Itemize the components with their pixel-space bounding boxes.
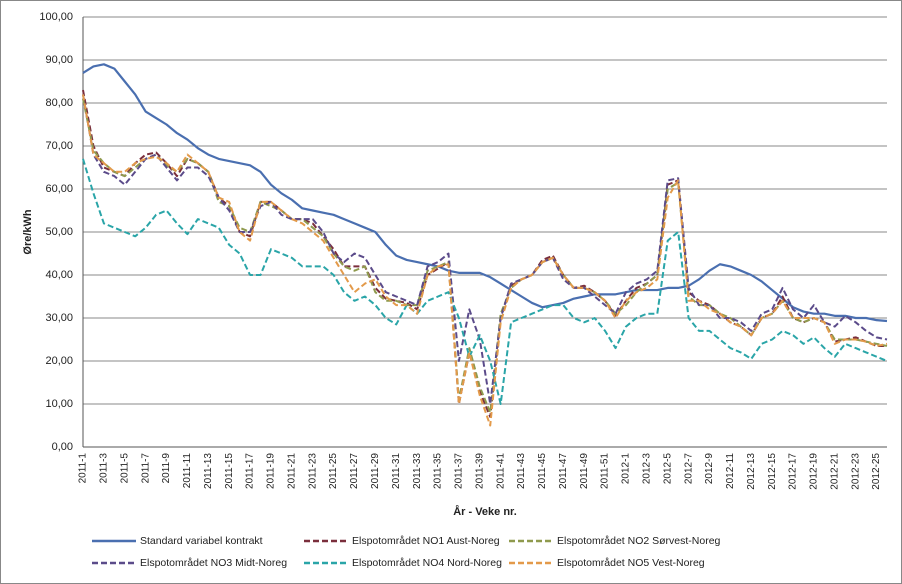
x-tick-label: 2011-15: [224, 453, 235, 489]
x-tick-label: 2011-3: [99, 453, 110, 484]
x-tick-label: 2012-15: [767, 453, 778, 490]
legend-label: Elspotområdet NO4 Nord-Noreg: [352, 557, 502, 569]
x-tick-label: 2012-13: [746, 453, 757, 490]
x-tick-label: 2011-47: [558, 453, 569, 489]
x-tick-label: 2011-27: [349, 453, 360, 489]
x-axis-title: År - Veke nr.: [453, 505, 517, 518]
legend-label: Standard variabel kontrakt: [140, 535, 263, 547]
x-tick-label: 2011-1: [78, 453, 89, 484]
x-tick-label: 2012-23: [850, 453, 861, 490]
x-tick-label: 2011-21: [286, 453, 297, 489]
legend-label: Elspotområdet NO2 Sørvest-Noreg: [557, 535, 721, 547]
x-tick-label: 2012-9: [704, 453, 715, 485]
x-tick-label: 2011-29: [370, 453, 381, 489]
y-tick-label: 40,00: [45, 269, 73, 281]
y-tick-label: 100,00: [39, 11, 73, 23]
x-tick-label: 2011-41: [495, 453, 506, 489]
x-tick-label: 2012-21: [829, 453, 840, 490]
x-tick-label: 2011-39: [474, 453, 485, 489]
x-tick-label: 2011-43: [516, 453, 527, 489]
y-tick-label: 50,00: [45, 226, 73, 238]
x-tick-label: 2011-45: [537, 453, 548, 489]
x-tick-label: 2011-11: [182, 453, 193, 489]
y-tick-label: 10,00: [45, 398, 73, 410]
legend-label: Elspotområdet NO3 Midt-Noreg: [140, 557, 287, 569]
x-tick-label: 2012-19: [809, 453, 820, 490]
x-tick-label: 2011-25: [328, 453, 339, 489]
y-tick-label: 0,00: [52, 441, 73, 453]
x-tick-label: 2011-19: [266, 453, 277, 489]
x-tick-label: 2012-11: [725, 453, 736, 489]
x-tick-label: 2011-17: [245, 453, 256, 489]
legend-label: Elspotområdet NO1 Aust-Noreg: [352, 535, 500, 547]
x-tick-label: 2012-1: [621, 453, 632, 485]
y-tick-label: 70,00: [45, 140, 73, 152]
series-line: [82, 94, 888, 427]
x-tick-label: 2012-3: [641, 453, 652, 485]
x-tick-label: 2011-51: [600, 453, 611, 489]
x-tick-label: 2011-37: [454, 453, 465, 489]
y-tick-label: 60,00: [45, 183, 73, 195]
x-tick-label: 2011-5: [119, 453, 130, 484]
x-tick-label: 2011-23: [307, 453, 318, 489]
x-tick-label: 2012-7: [683, 453, 694, 485]
x-tick-label: 2012-5: [662, 453, 673, 485]
x-tick-label: 2011-31: [391, 453, 402, 489]
y-tick-label: 30,00: [45, 312, 73, 324]
x-tick-label: 2011-35: [433, 453, 444, 489]
y-tick-label: 90,00: [45, 54, 73, 66]
legend-label: Elspotområdet NO5 Vest-Noreg: [557, 557, 705, 569]
y-tick-label: 20,00: [45, 355, 73, 367]
x-tick-label: 2011-9: [161, 453, 172, 484]
x-tick-label: 2011-49: [579, 453, 590, 489]
x-tick-label: 2012-17: [788, 453, 799, 490]
series-line: [82, 158, 888, 405]
x-tick-label: 2012-25: [871, 453, 882, 490]
y-axis-title: Øre/kWh: [22, 209, 34, 255]
series-line: [82, 63, 888, 323]
x-tick-label: 2011-7: [140, 453, 151, 484]
x-tick-label: 2011-13: [203, 453, 214, 489]
x-tick-label: 2011-33: [412, 453, 423, 489]
y-tick-label: 80,00: [45, 97, 73, 109]
